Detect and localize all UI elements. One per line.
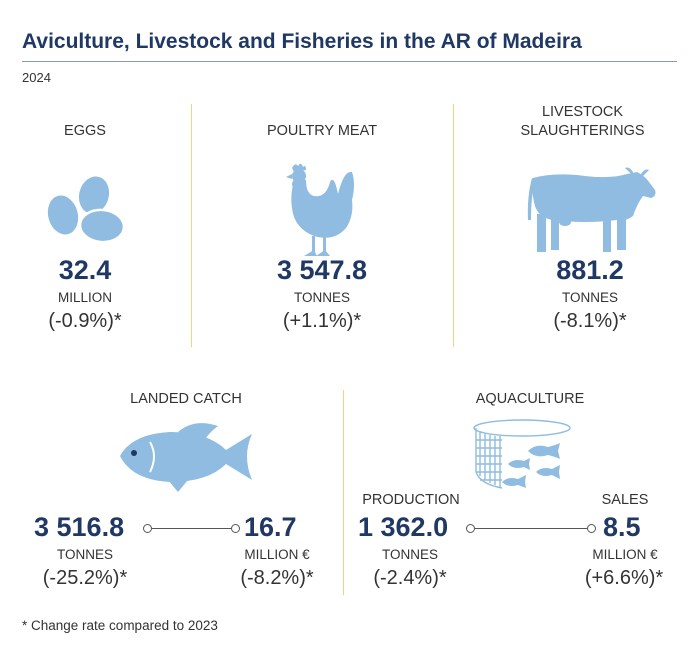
connector-dot [143,524,152,533]
landed-catch-tonnes-unit: TONNES [56,547,113,562]
sales-change: (+6.6%)* [584,567,664,589]
eggs-label: EGGS [64,123,106,139]
chicken-icon [286,162,358,260]
eggs-value: 32.4 [58,255,112,285]
title-divider [22,61,677,62]
production-unit: TONNES [381,547,438,562]
fish-farm-icon [472,418,574,494]
livestock-value: 881.2 [556,255,624,285]
production-value: 1 362.0 [358,512,449,542]
production-label: PRODUCTION [362,492,460,508]
livestock-label-line1: LIVESTOCK [541,104,624,120]
connector-dot [466,524,475,533]
production-change: (-2.4%)* [373,567,447,589]
sales-value: 8.5 [603,512,641,542]
livestock-unit: TONNES [561,290,618,305]
landed-catch-tonnes-change: (-25.2%)* [42,567,128,589]
aquaculture-label: AQUACULTURE [475,391,585,407]
connector-dot [587,524,596,533]
livestock-change: (-8.1%)* [553,310,627,332]
footnote: * Change rate compared to 2023 [22,618,218,633]
sales-unit: MILLION € [592,547,658,562]
connector-dot [231,524,240,533]
livestock-label-line2: SLAUGHTERINGS [520,123,645,139]
landed-catch-tonnes-value: 3 516.8 [34,512,125,542]
landed-catch-value-value: 16.7 [244,512,297,542]
divider-3 [343,390,344,595]
divider-1 [191,104,192,347]
poultry-unit: TONNES [293,290,350,305]
eggs-icon [44,173,126,245]
landed-catch-value-unit: MILLION € [244,547,310,562]
landed-catch-label: LANDED CATCH [130,391,242,407]
eggs-change: (-0.9%)* [48,310,122,332]
page-title: Aviculture, Livestock and Fisheries in t… [22,30,582,53]
poultry-label: POULTRY MEAT [266,123,378,139]
fish-icon [118,420,254,492]
landed-catch-value-change: (-8.2%)* [240,567,314,589]
eggs-unit: MILLION [57,290,112,305]
connector-line [152,528,231,529]
poultry-value: 3 547.8 [276,255,368,285]
cow-icon [525,166,657,254]
poultry-change: (+1.1%)* [282,310,362,332]
connector-line [475,528,587,529]
divider-2 [453,104,454,347]
sales-label: SALES [601,492,649,508]
year-label: 2024 [22,70,51,85]
